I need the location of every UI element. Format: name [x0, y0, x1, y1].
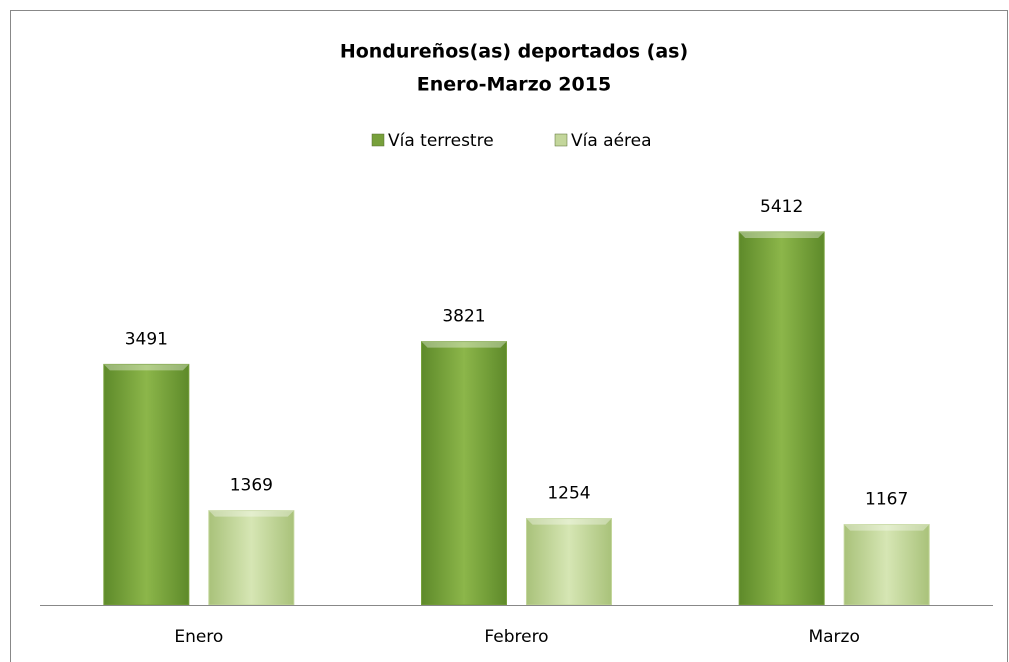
bar-bevel — [526, 518, 612, 525]
legend-swatch — [554, 133, 568, 147]
bar-bevel — [103, 364, 189, 371]
data-label: 3821 — [442, 307, 485, 327]
data-label: 1369 — [230, 476, 273, 496]
bar-bevel — [844, 524, 930, 531]
chart-subtitle: Enero-Marzo 2015 — [417, 74, 611, 96]
data-label: 3491 — [125, 329, 168, 349]
bar-bevel — [739, 232, 825, 238]
bar — [843, 524, 930, 606]
chart-title: Hondureños(as) deportados (as) — [340, 41, 688, 63]
bar-bevel — [421, 341, 507, 348]
bar — [103, 363, 190, 606]
data-label: 1167 — [865, 490, 908, 510]
x-tick-label: Febrero — [484, 627, 548, 647]
data-label: 5412 — [760, 197, 803, 217]
legend-label: Vía terrestre — [388, 131, 494, 151]
bar-bevel — [208, 510, 294, 517]
bar — [738, 231, 825, 606]
x-tick-label: Marzo — [808, 627, 859, 647]
bar — [526, 518, 612, 606]
legend-label: Vía aérea — [571, 131, 652, 151]
x-tick-label: Enero — [174, 627, 223, 647]
data-label: 1254 — [547, 484, 590, 504]
bar — [208, 510, 295, 606]
legend-swatch — [371, 133, 385, 147]
bar — [421, 341, 507, 606]
